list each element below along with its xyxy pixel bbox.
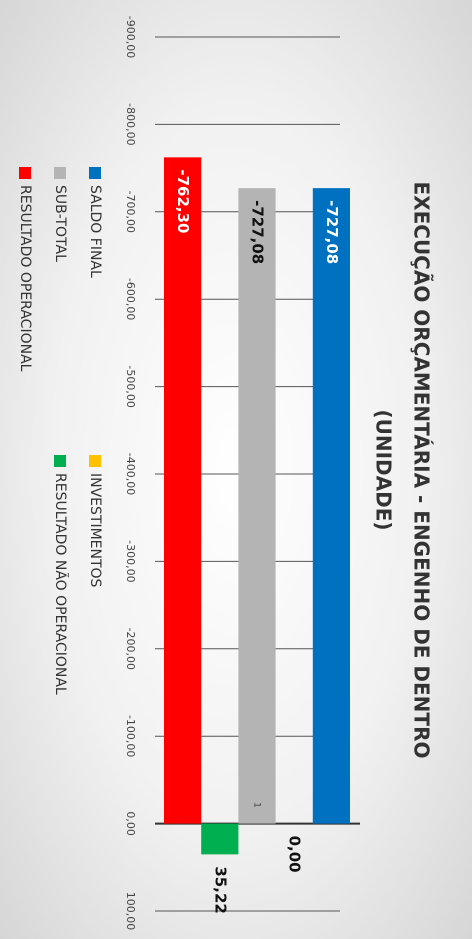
bar: [164, 157, 202, 824]
y-tick-label: -800,00: [124, 103, 137, 145]
y-tick-label: -600,00: [124, 278, 137, 320]
y-tick-label: -100,00: [124, 715, 137, 757]
legend-swatch: [54, 167, 66, 179]
legend-swatch: [89, 167, 101, 179]
legend-label: RESULTADO OPERACIONAL: [17, 185, 33, 372]
data-label: 35,22: [211, 866, 229, 913]
chart-body: EXECUÇÃO ORÇAMENTÁRIA - ENGENHO DE DENTR…: [17, 16, 434, 930]
legend-swatch: [89, 455, 101, 467]
y-tick-label: -400,00: [124, 453, 137, 495]
chart-subtitle: (UNIDADE): [372, 409, 396, 530]
bar: [201, 823, 239, 855]
y-tick-label: -200,00: [124, 628, 137, 670]
data-label: 0,00: [286, 836, 304, 873]
y-tick-label: -500,00: [124, 365, 137, 407]
y-tick-label: 0,00: [124, 811, 137, 836]
y-tick-label: -300,00: [124, 540, 137, 582]
chart-title: EXECUÇÃO ORÇAMENTÁRIA - ENGENHO DE DENTR…: [410, 182, 434, 759]
data-label: -727,08: [249, 200, 267, 264]
data-label: -727,08: [323, 200, 341, 264]
y-tick-label: 100,00: [124, 892, 137, 931]
data-label: -762,30: [174, 169, 192, 233]
legend-label: SUB-TOTAL: [52, 185, 68, 262]
x-tick-label: 1: [252, 802, 262, 808]
legend-label: RESULTADO NÃO OPERACIONAL: [52, 473, 69, 695]
legend-swatch: [54, 455, 66, 467]
bar: [312, 188, 350, 824]
legend-swatch: [19, 167, 31, 179]
bar: [238, 188, 276, 824]
legend-label: INVESTIMENTOS: [87, 473, 103, 588]
y-tick-label: -700,00: [124, 191, 137, 233]
y-tick-label: -900,00: [124, 16, 137, 58]
legend-label: SALDO FINAL: [87, 185, 103, 278]
